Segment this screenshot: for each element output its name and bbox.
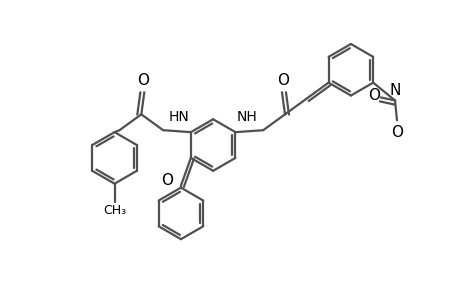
Text: O: O (137, 73, 149, 88)
Text: O: O (161, 173, 173, 188)
Text: CH₃: CH₃ (103, 205, 126, 218)
Text: O: O (390, 125, 402, 140)
Text: HN: HN (168, 110, 189, 124)
Text: O: O (367, 88, 380, 103)
Text: O: O (276, 73, 288, 88)
Text: N: N (388, 83, 400, 98)
Text: NH: NH (236, 110, 257, 124)
